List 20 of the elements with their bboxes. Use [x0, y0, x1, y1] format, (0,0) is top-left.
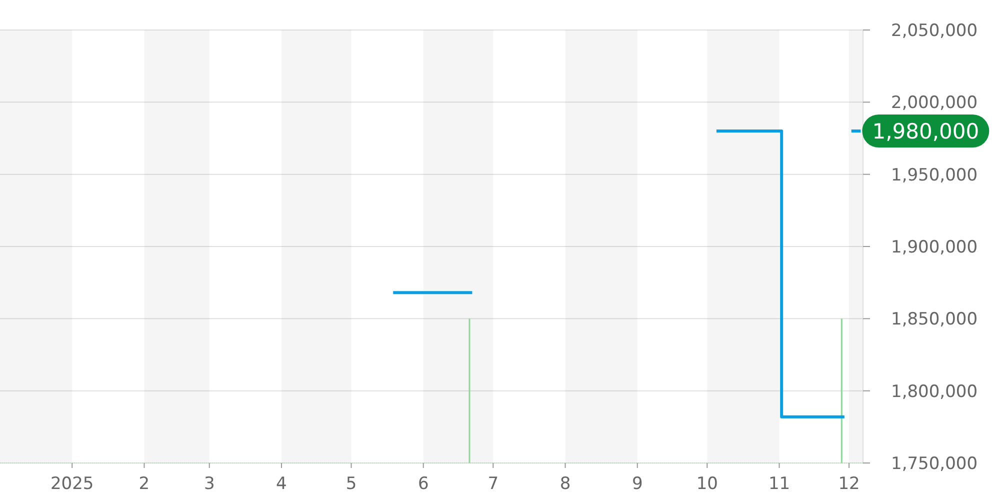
- x-tick-label: 10: [696, 474, 718, 494]
- x-tick-label: 2025: [50, 474, 94, 494]
- y-tick-label: 1,800,000: [891, 382, 978, 402]
- y-tick-label: 2,050,000: [891, 21, 978, 42]
- x-tick-label: 2: [138, 474, 150, 494]
- y-tick-label: 1,750,000: [891, 454, 978, 474]
- x-tick-label: 7: [488, 474, 499, 494]
- x-tick-label: 4: [276, 474, 287, 494]
- x-tick-label: 6: [418, 474, 429, 494]
- y-tick-label: 2,000,000: [891, 93, 978, 114]
- y-tick-label: 1,950,000: [891, 165, 978, 186]
- x-tick-label: 9: [632, 474, 643, 494]
- x-tick-label: 5: [346, 474, 357, 494]
- x-tick-label: 3: [204, 474, 215, 494]
- y-tick-label: 1,900,000: [891, 238, 978, 258]
- x-tick-label: 8: [560, 474, 571, 494]
- x-tick-label: 12: [838, 474, 860, 494]
- data-label: 1,980,000: [872, 120, 980, 144]
- x-tick-label: 11: [768, 474, 790, 494]
- y-tick-label: 1,850,000: [891, 310, 978, 330]
